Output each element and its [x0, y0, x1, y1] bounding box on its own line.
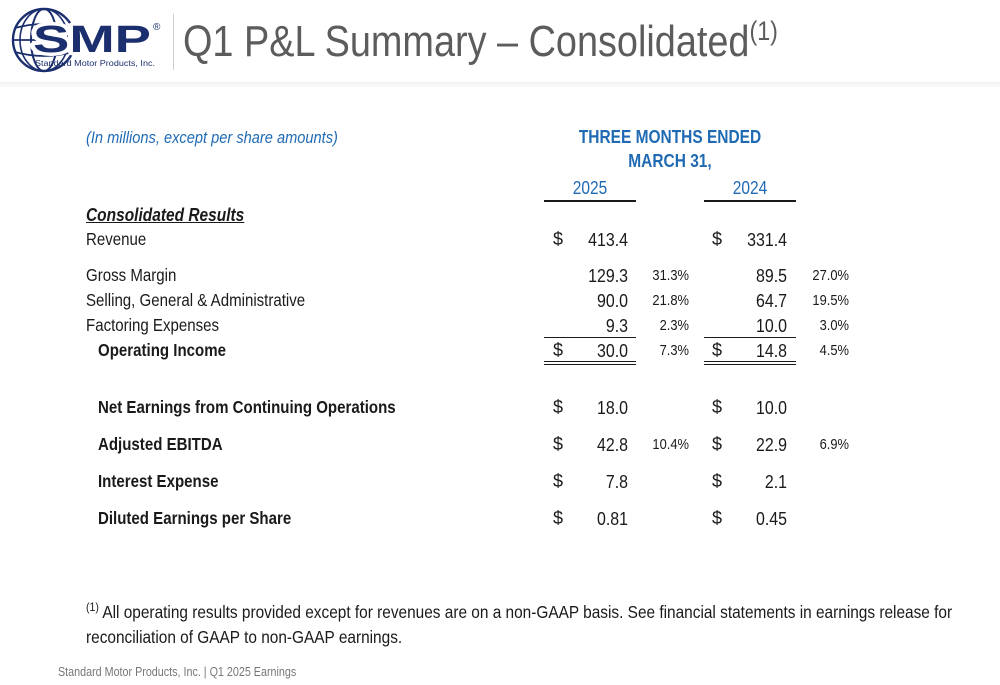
year-header-prior: 2024 [710, 178, 789, 199]
pri-value: 2.1 [718, 471, 787, 493]
period-header-line1: THREE MONTHS ENDED [575, 127, 764, 148]
registered-mark: ® [153, 22, 161, 33]
row-label: Factoring Expenses [86, 315, 219, 336]
pri-value: 331.4 [718, 229, 787, 251]
cur-value: 7.8 [559, 471, 628, 493]
cur-value: 129.3 [559, 265, 628, 287]
table-row-operating-income: Operating Income $ 30.0 7.3% $ 14.8 4.5% [0, 340, 1000, 364]
table-row-gross-margin: Gross Margin 129.3 31.3% 89.5 27.0% [0, 265, 1000, 289]
table-row-factoring: Factoring Expenses 9.3 2.3% 10.0 3.0% [0, 315, 1000, 339]
pri-value: 14.8 [718, 340, 787, 362]
row-label: Operating Income [98, 340, 226, 361]
total-rule-prior-1 [704, 361, 796, 362]
cur-pct: 2.3% [637, 317, 689, 334]
subtotal-rule-prior [704, 337, 796, 338]
cur-value: 90.0 [559, 290, 628, 312]
total-rule-prior-2 [704, 364, 796, 365]
year-rule-current [544, 200, 636, 202]
cur-value: 0.81 [559, 508, 628, 530]
page-title-text: Q1 P&L Summary – Consolidated [183, 17, 749, 66]
footnote-text: All operating results provided except fo… [86, 602, 952, 647]
subtotal-rule-current [544, 337, 636, 338]
total-rule-current-2 [544, 364, 636, 365]
row-label: Diluted Earnings per Share [98, 508, 291, 529]
cur-value: 413.4 [559, 229, 628, 251]
logo-subtitle: Standard Motor Products, Inc. [35, 58, 155, 68]
pri-value: 0.45 [718, 508, 787, 530]
total-rule-current-1 [544, 361, 636, 362]
header-divider [173, 14, 174, 70]
cur-pct: 10.4% [637, 436, 689, 453]
year-header-current: 2025 [550, 178, 629, 199]
cur-value: 18.0 [559, 397, 628, 419]
year-rule-prior [704, 200, 796, 202]
table-row-diluted-eps: Diluted Earnings per Share $ 0.81 $ 0.45 [0, 508, 1000, 532]
pri-pct: 6.9% [797, 436, 849, 453]
cur-pct: 21.8% [637, 292, 689, 309]
smp-logo: SMP SMP ® Standard Motor Products, Inc. [6, 6, 166, 74]
header-rule [0, 82, 1000, 87]
page-title: Q1 P&L Summary – Consolidated(1) [183, 16, 778, 67]
pri-value: 64.7 [718, 290, 787, 312]
footnote: (1) All operating results provided excep… [86, 595, 966, 650]
table-row-net-earnings: Net Earnings from Continuing Operations … [0, 397, 1000, 421]
cur-value: 42.8 [559, 434, 628, 456]
row-label: Gross Margin [86, 265, 176, 286]
cur-pct: 7.3% [637, 342, 689, 359]
row-label: Revenue [86, 229, 146, 250]
pri-pct: 3.0% [797, 317, 849, 334]
pri-value: 10.0 [718, 397, 787, 419]
pri-pct: 27.0% [797, 267, 849, 284]
title-footnote-ref: (1) [749, 16, 777, 46]
table-row-sga: Selling, General & Administrative 90.0 2… [0, 290, 1000, 314]
pri-value: 10.0 [718, 315, 787, 337]
pri-value: 22.9 [718, 434, 787, 456]
table-row-adjusted-ebitda: Adjusted EBITDA $ 42.8 10.4% $ 22.9 6.9% [0, 434, 1000, 458]
table-row-revenue: Revenue $ 413.4 $ 331.4 [0, 229, 1000, 253]
row-label: Interest Expense [98, 471, 218, 492]
footnote-ref: (1) [86, 600, 99, 614]
period-header-line2: MARCH 31, [575, 151, 764, 172]
pri-value: 89.5 [718, 265, 787, 287]
pri-pct: 4.5% [797, 342, 849, 359]
row-label: Selling, General & Administrative [86, 290, 305, 311]
units-note: (In millions, except per share amounts) [86, 128, 338, 148]
slide-header: SMP SMP ® Standard Motor Products, Inc. … [0, 0, 1000, 84]
section-title: Consolidated Results [86, 205, 244, 226]
row-label: Adjusted EBITDA [98, 434, 223, 455]
pri-pct: 19.5% [797, 292, 849, 309]
cur-value: 30.0 [559, 340, 628, 362]
table-row-interest-expense: Interest Expense $ 7.8 $ 2.1 [0, 471, 1000, 495]
cur-value: 9.3 [559, 315, 628, 337]
row-label: Net Earnings from Continuing Operations [98, 397, 396, 418]
cur-pct: 31.3% [637, 267, 689, 284]
logo-wordmark: SMP [33, 19, 151, 61]
slide-footer: Standard Motor Products, Inc. | Q1 2025 … [58, 665, 296, 679]
